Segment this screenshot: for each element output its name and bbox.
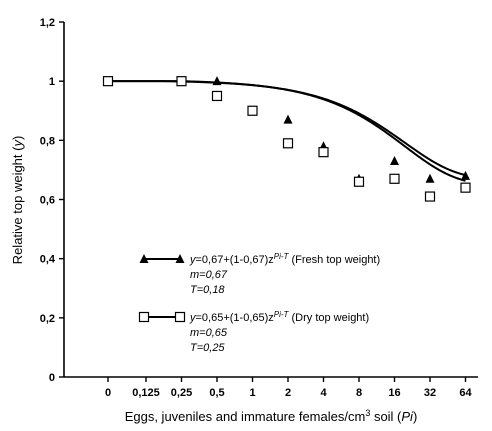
- y-tick-label: 1: [49, 76, 55, 88]
- legend-dry-equation: y=0,65+(1-0,65)zPi-T (Dry top weight): [189, 310, 369, 324]
- dry-data-point: [211, 90, 223, 102]
- fresh-fit-curve: [108, 80, 466, 177]
- x-tick-label: 0,125: [132, 387, 160, 399]
- y-tick-label: 1,2: [40, 17, 55, 29]
- legend-dry-eq-var: y: [189, 312, 197, 324]
- legend-fresh: y=0,67+(1-0,67)zPi-T (Fresh top weight) …: [139, 252, 380, 296]
- data-points: [102, 76, 471, 202]
- legend-fresh-equation: y=0,67+(1-0,67)zPi-T (Fresh top weight): [189, 252, 380, 266]
- x-tick-label: 1: [249, 387, 255, 399]
- legend-fresh-marker-left: [139, 254, 149, 263]
- legend-dry-marker-left: [138, 311, 150, 323]
- legend-fresh-marker-right: [175, 254, 185, 263]
- x-axis-ticks: 0 0,125 0,25 0,5 1 2 4 8 16 32 64: [105, 377, 472, 399]
- legend-fresh-t: T=0,18: [190, 284, 225, 296]
- x-tick-label: 0,5: [209, 387, 224, 399]
- fresh-data-point: [425, 173, 435, 183]
- legend-fresh-eq-label: (Fresh top weight): [288, 254, 380, 266]
- dry-data-point: [176, 76, 187, 87]
- legend-dry-eq-exp: Pi-T: [274, 310, 290, 319]
- legend-dry-marker-right: [174, 311, 186, 323]
- x-axis-title-var: Pi: [401, 409, 414, 424]
- y-tick-label: 0,4: [40, 254, 56, 266]
- dry-data-point: [102, 76, 114, 87]
- y-axis-title-var: y: [10, 139, 25, 148]
- dry-fit-curve: [108, 80, 466, 182]
- legend-dry-t: T=0,25: [190, 342, 225, 354]
- fresh-data-point: [461, 170, 470, 180]
- fresh-data-point: [390, 156, 399, 166]
- x-axis-title-prefix: Eggs, juveniles and immature females/cm: [125, 409, 366, 424]
- x-axis-title-sup: 3: [365, 408, 370, 418]
- dry-data-point: [247, 105, 258, 116]
- legend-fresh-eq-mid: =0,67+(1-0,67)z: [196, 254, 274, 266]
- x-tick-label: 0: [105, 387, 111, 399]
- legend-dry-m: m=0,65: [190, 327, 228, 339]
- y-axis-title: Relative top weight (y): [10, 136, 25, 265]
- fresh-data-point: [212, 76, 222, 86]
- legend-dry: y=0,65+(1-0,65)zPi-T (Dry top weight) m=…: [138, 310, 369, 354]
- fresh-data-point: [283, 114, 293, 124]
- x-tick-label: 4: [320, 387, 327, 399]
- legend-dry-eq-label: (Dry top weight): [288, 312, 369, 324]
- x-tick-label: 32: [424, 387, 436, 399]
- x-axis-title-middle: soil (: [370, 409, 402, 424]
- legend-fresh-eq-var: y: [189, 254, 197, 266]
- legend-dry-eq-mid: =0,65+(1-0,65)z: [196, 312, 274, 324]
- dry-data-point: [282, 138, 294, 149]
- y-axis-ticks: 0 0,2 0,4 0,6 0,8 1 1,2: [40, 17, 64, 384]
- x-axis-title-suffix: ): [413, 409, 417, 424]
- x-tick-label: 2: [285, 387, 291, 399]
- x-tick-label: 0,25: [171, 387, 192, 399]
- y-axis-title-suffix: ): [10, 136, 25, 140]
- legend-fresh-eq-exp: Pi-T: [274, 252, 290, 261]
- y-tick-label: 0,2: [40, 313, 55, 325]
- legend-fresh-m: m=0,67: [190, 269, 228, 281]
- x-axis-title: Eggs, juveniles and immature females/cm3…: [125, 408, 418, 424]
- dry-data-point: [389, 173, 400, 184]
- dry-data-point: [318, 147, 329, 158]
- y-tick-label: 0,6: [40, 195, 55, 207]
- dry-data-point: [460, 182, 471, 193]
- y-axis-title-prefix: Relative top weight (: [10, 146, 25, 264]
- x-tick-label: 8: [356, 387, 362, 399]
- y-tick-label: 0,8: [40, 135, 55, 147]
- x-tick-label: 64: [459, 387, 472, 399]
- x-tick-label: 16: [388, 387, 400, 399]
- dry-data-point: [424, 191, 436, 202]
- dry-data-point: [353, 176, 365, 187]
- y-tick-label: 0: [49, 372, 55, 384]
